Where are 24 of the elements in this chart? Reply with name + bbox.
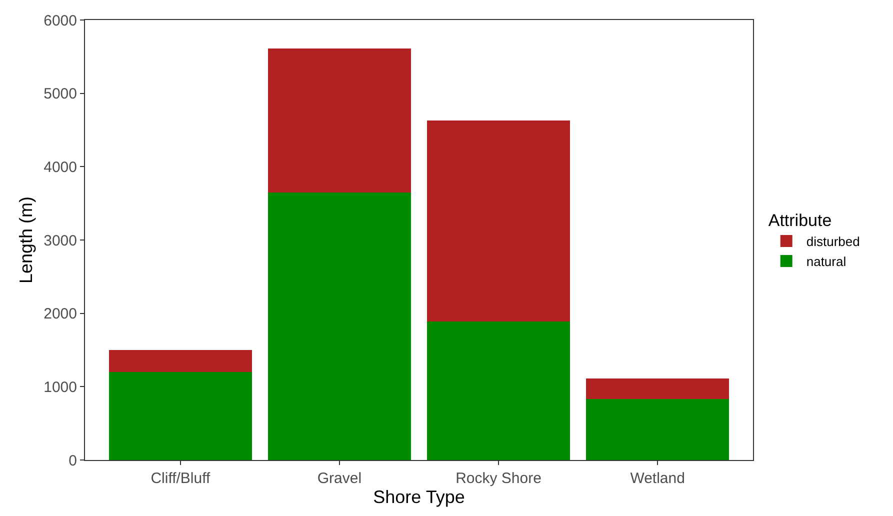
y-axis-title: Length (m) bbox=[16, 196, 36, 284]
y-tick-label: 2000 bbox=[44, 306, 77, 323]
y-tick-label: 4000 bbox=[44, 158, 77, 176]
bar bbox=[268, 48, 412, 192]
y-tick-label: 6000 bbox=[44, 12, 77, 30]
x-tick-label: Cliff/Bluff bbox=[150, 470, 211, 487]
legend-label: natural bbox=[806, 254, 846, 270]
y-tick-label: 1000 bbox=[44, 378, 77, 396]
bar bbox=[108, 350, 252, 372]
y-tick-label: 0 bbox=[68, 452, 77, 470]
x-axis-title: Shore Type bbox=[373, 487, 465, 508]
legend-label: disturbed bbox=[806, 234, 860, 250]
bar bbox=[586, 378, 730, 400]
bar bbox=[426, 321, 570, 460]
y-tick-label: 5000 bbox=[44, 86, 77, 103]
bar bbox=[426, 120, 570, 322]
x-tick-label: Rocky Shore bbox=[456, 470, 542, 487]
bar bbox=[586, 399, 730, 460]
x-tick-label: Wetland bbox=[630, 470, 685, 487]
y-tick-label: 3000 bbox=[44, 232, 77, 250]
x-tick-label: Gravel bbox=[317, 470, 362, 487]
legend-title: Attribute bbox=[768, 211, 832, 230]
bar bbox=[268, 192, 412, 460]
bar bbox=[108, 372, 252, 460]
